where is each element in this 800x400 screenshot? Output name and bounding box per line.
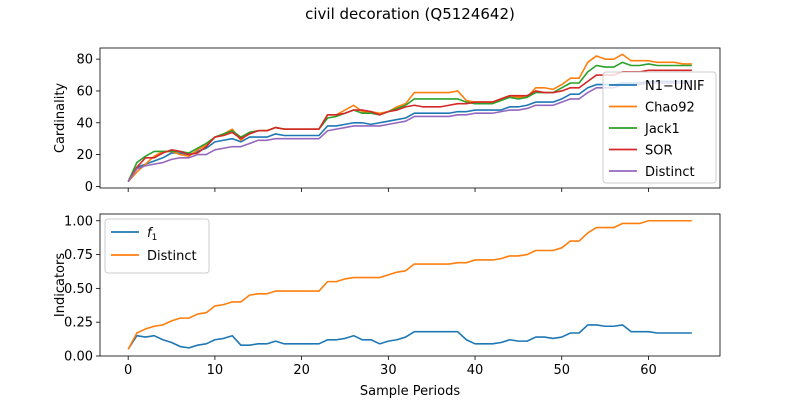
y-tick-label: 0: [85, 180, 93, 195]
figure-title: civil decoration (Q5124642): [305, 5, 515, 23]
y-axis-label: Indicators: [53, 253, 68, 317]
y-tick-label: 80: [76, 53, 93, 68]
x-tick-label: 60: [640, 363, 657, 378]
x-tick-label: 10: [207, 363, 224, 378]
y-tick-label: 0.25: [64, 316, 93, 331]
x-tick-label: 20: [293, 363, 310, 378]
y-tick-label: 0.50: [64, 282, 93, 297]
x-tick-label: 40: [467, 363, 484, 378]
legend-label: N1−UNIF: [645, 79, 704, 94]
x-tick-label: 0: [124, 363, 132, 378]
legend-box: [104, 218, 210, 274]
legend-label: Jack1: [644, 122, 680, 137]
legend: f1 Distinct: [104, 218, 210, 274]
series-line-4: [127, 82, 692, 183]
y-tick-label: 40: [76, 116, 93, 131]
axes-frame: [99, 47, 721, 189]
legend-label: Chao92: [645, 101, 695, 116]
x-tick-label: 30: [380, 363, 397, 378]
series-line-0: [127, 324, 692, 350]
cardinality-panel: 0 20 40 60 80 Cardinality N1−UNIF Chao92 Jack1 SO…: [53, 47, 721, 195]
y-tick-label: 0.00: [64, 350, 93, 365]
axes-frame: [99, 213, 721, 357]
legend-box: [602, 71, 717, 184]
indicators-panel: 0 10 20 30 40 50 60 0.00 0.25 0.50 0.75 1.00 Indicat…: [53, 213, 721, 399]
y-axis-label: Cardinality: [53, 83, 68, 154]
y-tick-label: 20: [76, 148, 93, 163]
series-line-3: [127, 69, 692, 183]
x-axis-label: Sample Periods: [360, 384, 460, 399]
legend-label: Distinct: [645, 165, 695, 180]
series-line-0: [127, 80, 692, 183]
legend: N1−UNIF Chao92 Jack1 SOR Distinct: [602, 71, 717, 184]
y-tick-label: 0.75: [64, 248, 93, 263]
y-tick-label: 1.00: [64, 214, 93, 229]
series-line-2: [127, 61, 692, 182]
x-tick-label: 50: [553, 363, 570, 378]
legend-label: SOR: [645, 144, 673, 159]
legend-label: Distinct: [147, 249, 197, 264]
y-tick-label: 60: [76, 84, 93, 99]
legend-label: f1: [147, 226, 157, 243]
series-line-1: [127, 219, 692, 350]
